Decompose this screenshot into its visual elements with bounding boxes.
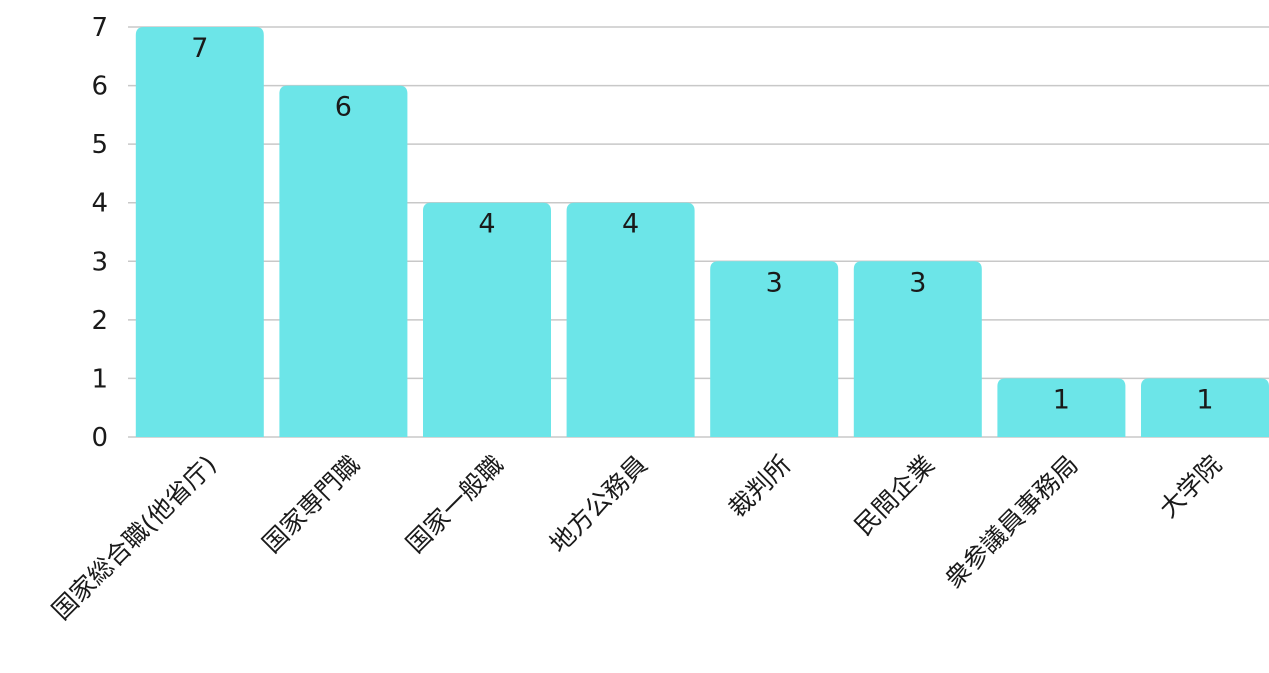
x-tick-label-7: 衆参議員事務局 bbox=[939, 450, 1083, 594]
bar-7 bbox=[997, 378, 1126, 437]
y-axis-tick-labels: 0 1 2 3 4 5 6 7 bbox=[91, 13, 108, 453]
data-label-6: 3 bbox=[909, 267, 926, 298]
bar-4 bbox=[566, 202, 695, 437]
data-label-8: 1 bbox=[1196, 384, 1213, 415]
x-tick-label-4: 地方公務員 bbox=[544, 450, 653, 559]
x-tick-label-5: 裁判所 bbox=[723, 450, 797, 524]
data-labels: 7 6 4 4 3 3 1 1 bbox=[191, 33, 1213, 415]
x-tick-label-2: 国家専門職 bbox=[257, 450, 366, 559]
data-label-1: 7 bbox=[191, 33, 208, 64]
data-label-5: 3 bbox=[766, 267, 783, 298]
x-tick-label-8: 大学院 bbox=[1154, 450, 1228, 524]
data-label-7: 1 bbox=[1053, 384, 1070, 415]
bar-2 bbox=[279, 85, 408, 438]
y-tick-label-0: 0 bbox=[91, 423, 108, 453]
y-tick-label-2: 2 bbox=[91, 306, 108, 336]
y-tick-label-7: 7 bbox=[91, 13, 108, 43]
y-tick-label-1: 1 bbox=[91, 364, 108, 394]
y-tick-label-4: 4 bbox=[91, 189, 108, 219]
data-label-3: 4 bbox=[478, 209, 495, 240]
bar-1 bbox=[135, 27, 264, 437]
y-tick-label-5: 5 bbox=[91, 130, 108, 160]
y-tick-label-3: 3 bbox=[91, 247, 108, 277]
bar-3 bbox=[423, 202, 551, 437]
x-tick-label-6: 民間企業 bbox=[849, 450, 940, 541]
bar-5 bbox=[710, 261, 839, 437]
data-label-4: 4 bbox=[622, 209, 639, 240]
x-axis-tick-labels: 国家総合職(他省庁) 国家専門職 国家一般職 地方公務員 裁判所 民間企業 衆参議員事務局大… bbox=[46, 450, 1227, 626]
y-tick-label-6: 6 bbox=[91, 72, 108, 102]
bar-6 bbox=[853, 261, 982, 437]
bar-8 bbox=[1141, 378, 1269, 437]
data-label-2: 6 bbox=[335, 92, 352, 123]
x-tick-label-3: 国家一般職 bbox=[400, 450, 509, 559]
bars bbox=[135, 27, 1269, 438]
x-tick-label-1: 国家総合職(他省庁) bbox=[46, 450, 222, 626]
